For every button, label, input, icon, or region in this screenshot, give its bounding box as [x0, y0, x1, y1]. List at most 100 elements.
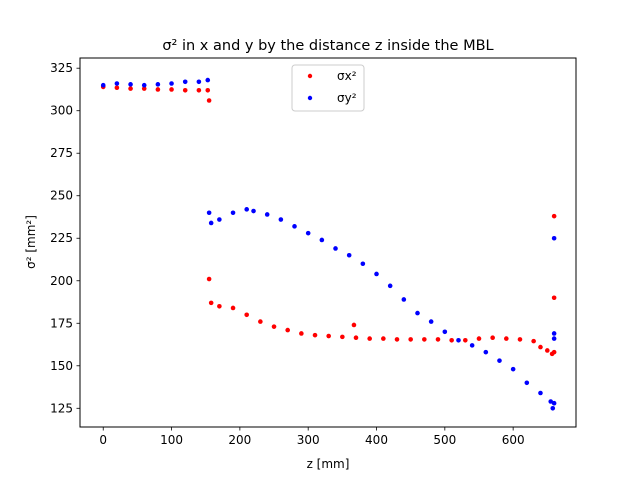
data-point-sigma-x: [326, 333, 331, 339]
data-point-sigma-x: [208, 300, 214, 306]
data-point-sigma-x: [258, 319, 263, 324]
data-point-sigma-x: [449, 337, 454, 343]
data-point-sigma-y: [278, 217, 284, 222]
data-point-sigma-y: [292, 224, 297, 229]
data-point-sigma-x: [435, 337, 441, 342]
data-point-sigma-x: [476, 336, 482, 341]
data-point-sigma-y: [456, 337, 461, 343]
data-point-sigma-y: [374, 271, 379, 277]
data-point-sigma-y: [100, 82, 106, 88]
data-point-sigma-x: [206, 98, 212, 103]
data-point-sigma-y: [550, 405, 556, 411]
data-point-sigma-x: [155, 87, 161, 92]
data-point-sigma-x: [408, 337, 413, 342]
y-tick-label: 200: [50, 274, 73, 288]
data-point-sigma-y: [415, 310, 420, 316]
data-point-sigma-x: [141, 86, 147, 91]
data-point-sigma-y: [360, 261, 366, 267]
data-point-sigma-y: [538, 390, 543, 396]
data-point-sigma-y: [483, 349, 489, 355]
chart-title: σ² in x and y by the distance z inside t…: [162, 38, 493, 54]
y-tick-label: 125: [50, 401, 73, 415]
legend-marker-sigma-x: [307, 73, 313, 79]
data-point-sigma-x: [205, 88, 211, 93]
legend-label-sigma-x: σx²: [337, 69, 357, 83]
data-point-sigma-y: [551, 336, 557, 341]
data-point-sigma-y: [217, 217, 222, 222]
data-point-sigma-y: [319, 237, 325, 243]
data-point-sigma-y: [551, 235, 557, 241]
data-point-sigma-x: [538, 344, 543, 350]
data-point-sigma-y: [244, 207, 249, 212]
data-point-sigma-x: [551, 213, 557, 219]
data-point-sigma-y: [208, 220, 214, 226]
data-point-sigma-y: [551, 331, 557, 336]
legend-marker-sigma-y: [307, 95, 313, 101]
data-point-sigma-x: [128, 86, 133, 91]
data-point-sigma-x: [353, 335, 359, 341]
data-point-sigma-x: [545, 348, 550, 353]
data-point-sigma-y: [155, 82, 161, 87]
data-point-sigma-x: [517, 337, 523, 342]
data-point-sigma-y: [251, 208, 256, 214]
data-point-sigma-x: [394, 337, 400, 342]
data-point-sigma-y: [469, 343, 475, 348]
x-tick-label: 300: [297, 433, 320, 447]
data-point-sigma-y: [524, 380, 530, 386]
x-tick-label: 400: [365, 433, 388, 447]
data-point-sigma-y: [196, 79, 202, 85]
data-point-sigma-y: [230, 210, 236, 216]
axes-frame: [79, 57, 577, 428]
data-point-sigma-x: [299, 331, 304, 336]
data-point-sigma-y: [141, 82, 147, 88]
data-point-sigma-y: [128, 82, 133, 87]
data-point-sigma-x: [551, 349, 557, 355]
data-point-sigma-x: [531, 338, 536, 344]
data-point-sigma-y: [401, 297, 407, 302]
data-point-sigma-x: [285, 327, 290, 333]
y-tick-label: 175: [50, 316, 73, 330]
x-tick-label: 600: [502, 433, 525, 447]
data-point-sigma-x: [504, 336, 509, 341]
data-point-sigma-y: [346, 252, 352, 258]
data-point-sigma-y: [305, 230, 311, 236]
data-point-sigma-y: [548, 399, 554, 404]
data-point-sigma-x: [490, 335, 495, 341]
y-tick-label: 225: [50, 231, 73, 245]
legend-label-sigma-y: σy²: [337, 91, 357, 105]
data-point-sigma-x: [217, 303, 222, 309]
data-point-sigma-y: [169, 81, 174, 86]
y-tick-label: 300: [50, 104, 73, 118]
data-point-sigma-x: [182, 88, 188, 93]
data-point-sigma-y: [551, 400, 557, 406]
data-point-sigma-x: [230, 305, 236, 311]
x-axis-label: z [mm]: [307, 457, 350, 471]
x-tick-label: 0: [99, 433, 107, 447]
data-point-sigma-x: [169, 87, 174, 92]
data-point-sigma-x: [422, 337, 427, 342]
data-point-sigma-x: [244, 312, 249, 318]
data-point-sigma-x: [340, 334, 345, 340]
data-point-sigma-y: [206, 210, 212, 216]
y-tick-label: 150: [50, 359, 73, 373]
data-point-sigma-y: [510, 366, 516, 372]
y-tick-label: 250: [50, 189, 73, 203]
y-tick-label: 275: [50, 146, 73, 160]
data-point-sigma-y: [333, 246, 338, 251]
y-axis-label: σ² [mm²]: [24, 215, 38, 269]
data-point-sigma-y: [205, 77, 211, 83]
data-point-sigma-x: [271, 324, 277, 329]
data-point-sigma-x: [351, 322, 357, 328]
data-point-sigma-y: [387, 283, 393, 289]
plot-area: [100, 77, 557, 411]
data-point-sigma-x: [381, 336, 386, 341]
data-point-sigma-x: [367, 336, 372, 341]
data-point-sigma-x: [196, 88, 202, 93]
x-tick-label: 100: [160, 433, 183, 447]
data-point-sigma-x: [114, 85, 120, 91]
y-tick-label: 325: [50, 61, 73, 75]
data-point-sigma-y: [114, 81, 120, 86]
data-point-sigma-x: [463, 337, 468, 343]
x-tick-label: 500: [433, 433, 456, 447]
